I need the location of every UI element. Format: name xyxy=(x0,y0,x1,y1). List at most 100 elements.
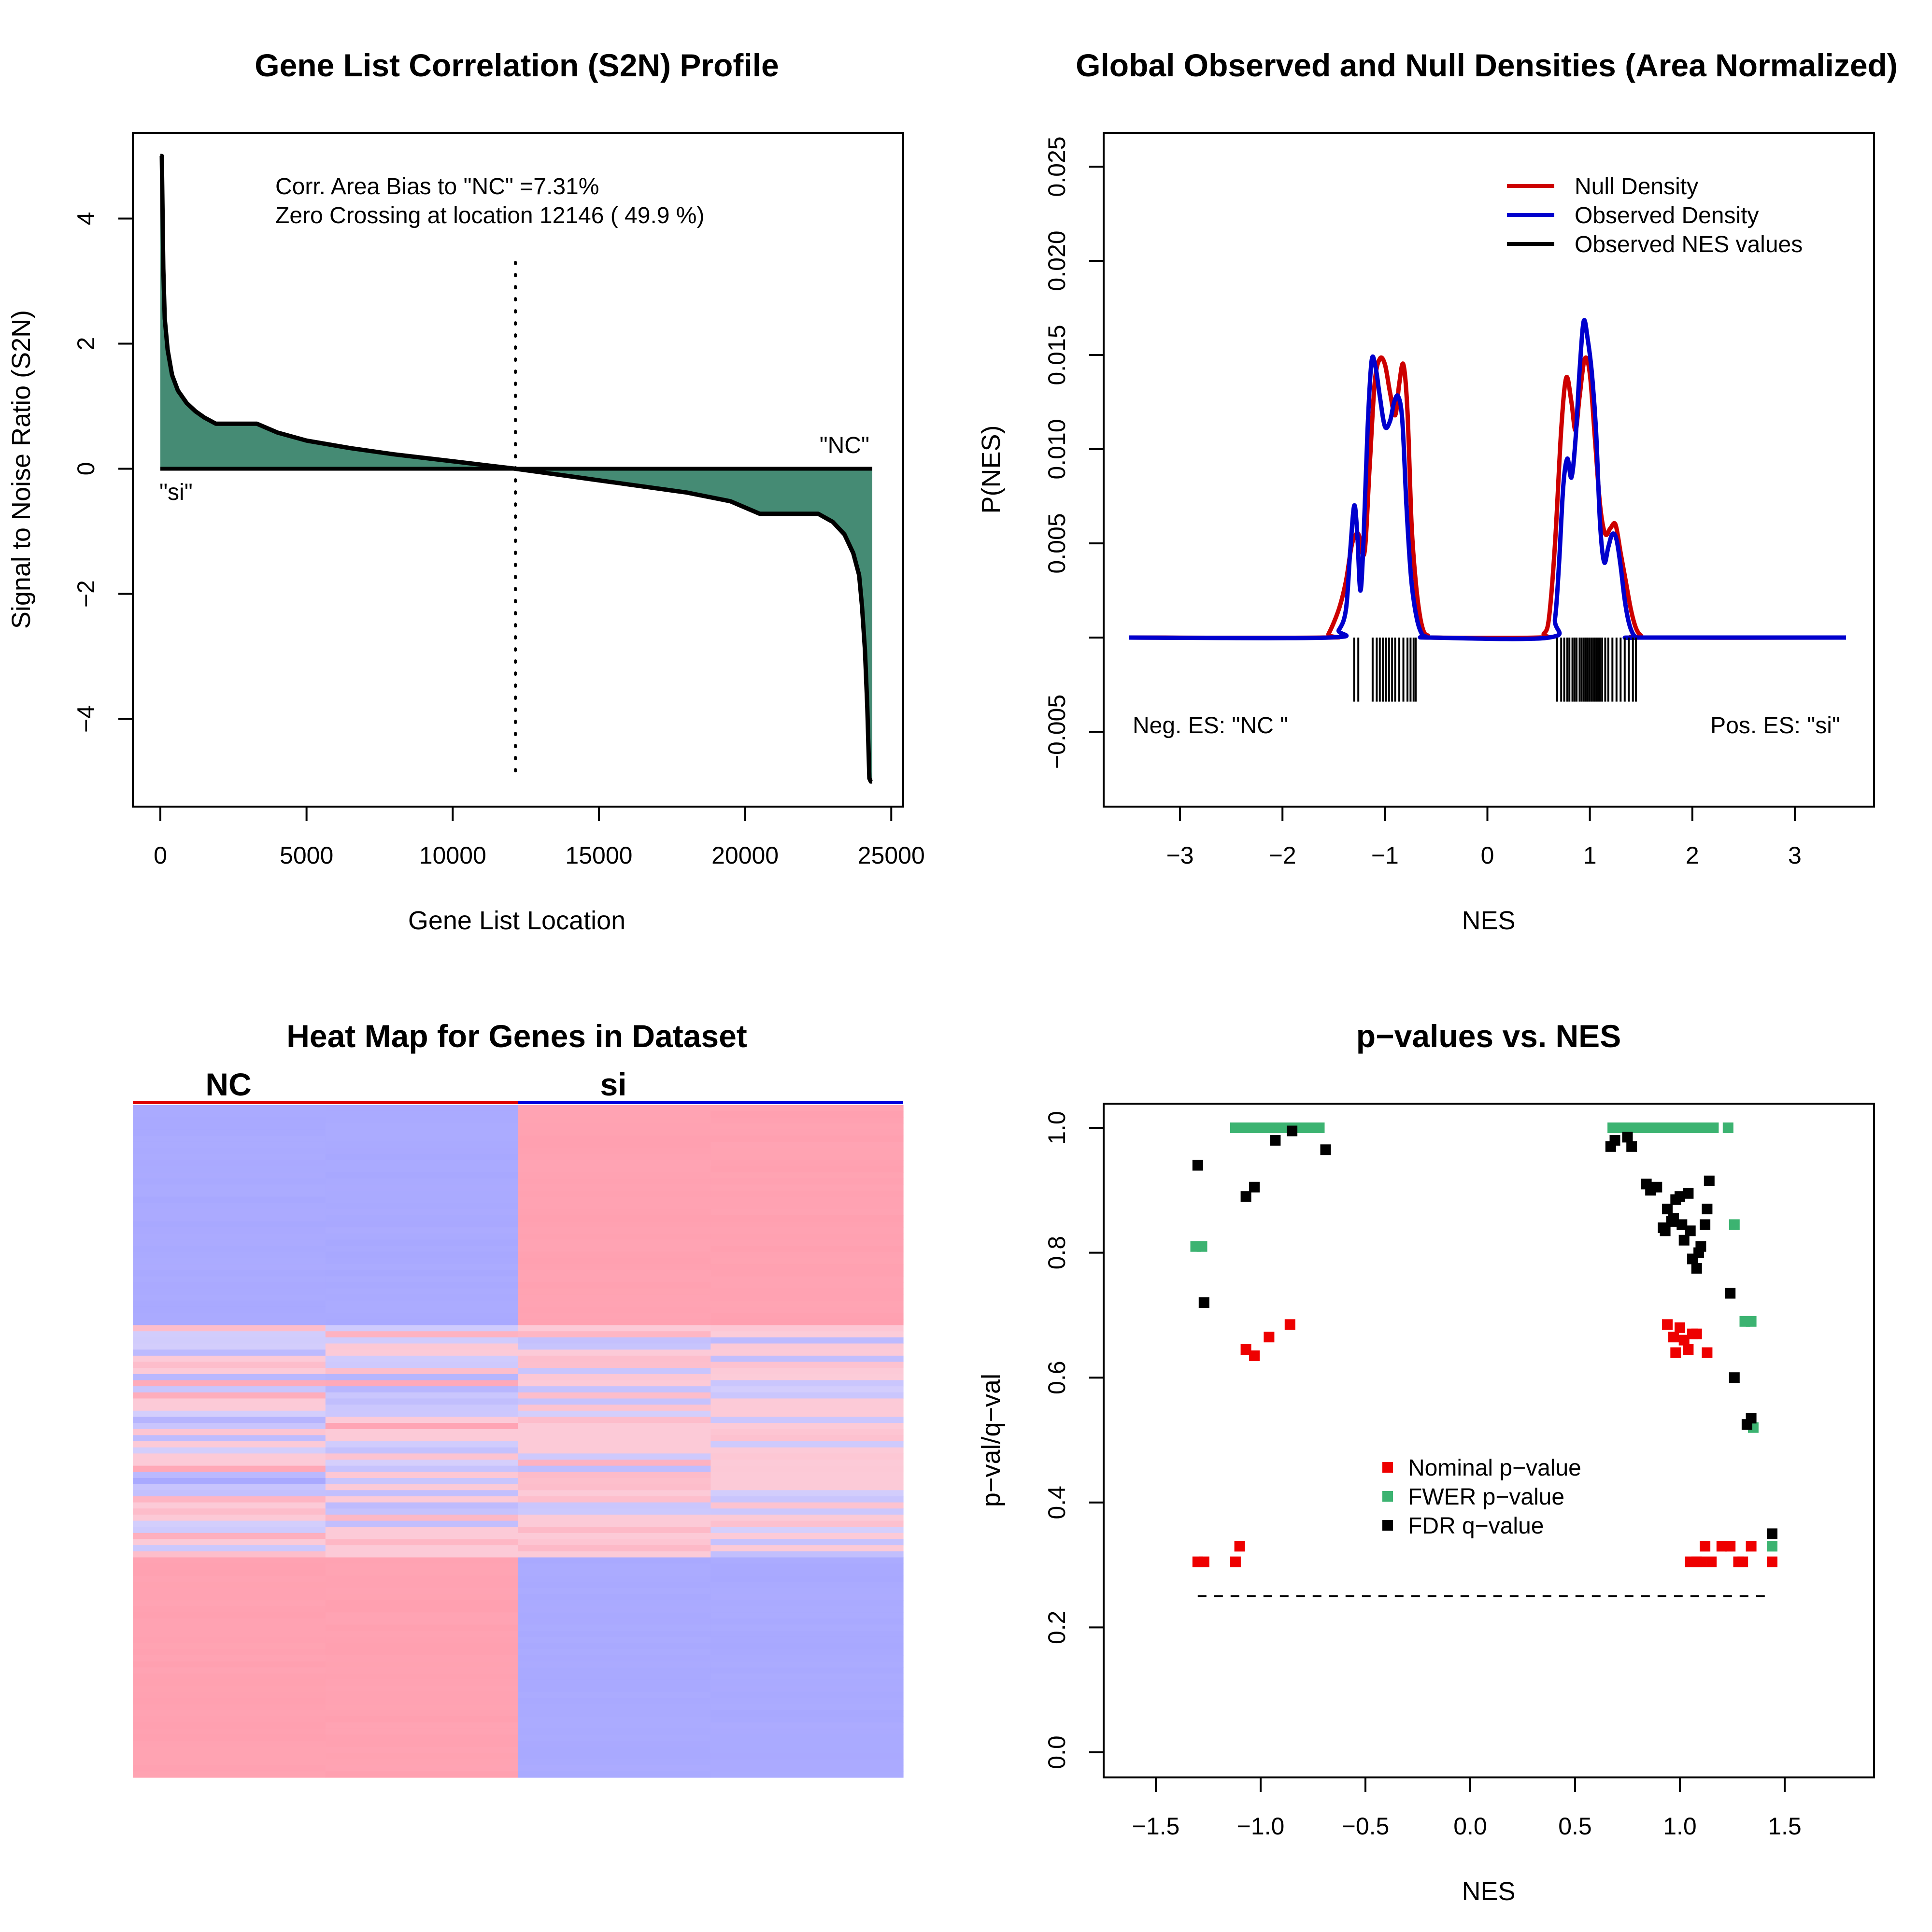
heatmap-cell xyxy=(518,1337,711,1344)
legend-label-fdr: FDR q−value xyxy=(1408,1513,1544,1539)
heatmap-cell xyxy=(710,1734,904,1741)
heatmap-cell xyxy=(325,1288,519,1295)
heatmap-cell xyxy=(710,1704,904,1711)
heatmap-cell xyxy=(133,1380,326,1387)
pvalue-plot-frame xyxy=(1103,1103,1875,1778)
fwer-pvalue-point xyxy=(1196,1241,1208,1252)
fwer-pvalue-point xyxy=(1708,1122,1719,1133)
heatmap-cell xyxy=(518,1472,711,1478)
heatmap-cell xyxy=(518,1417,711,1423)
heatmap-cell xyxy=(133,1178,326,1185)
heatmap-cell xyxy=(518,1771,711,1778)
fdr-qvalue-point xyxy=(1729,1372,1740,1383)
heatmap-cell xyxy=(710,1313,904,1320)
heatmap-cell xyxy=(133,1313,326,1320)
heatmap-cell xyxy=(518,1307,711,1313)
heatmap-cell xyxy=(325,1166,519,1173)
heatmap-cell xyxy=(133,1288,326,1295)
heatmap-cell xyxy=(518,1405,711,1411)
heatmap-cell xyxy=(133,1472,326,1478)
heatmap-cell xyxy=(325,1148,519,1154)
heatmap-cell xyxy=(133,1374,326,1381)
heatmap-cell xyxy=(133,1239,326,1246)
heatmap-cell xyxy=(710,1582,904,1589)
heatmap-cell xyxy=(133,1465,326,1472)
heatmap-cell xyxy=(325,1386,519,1393)
nominal-pvalue-point xyxy=(1284,1319,1295,1330)
heatmap-cell xyxy=(518,1350,711,1356)
nominal-pvalue-point xyxy=(1691,1328,1702,1339)
fdr-qvalue-point xyxy=(1198,1297,1209,1308)
heatmap-cell xyxy=(710,1264,904,1271)
heatmap-cell xyxy=(518,1355,711,1363)
heatmap-cell xyxy=(710,1649,904,1656)
heatmap-cell xyxy=(710,1527,904,1534)
heatmap-cell xyxy=(710,1398,904,1405)
heatmap-cell xyxy=(325,1520,519,1527)
fwer-pvalue-point xyxy=(1616,1122,1627,1133)
heatmap-cell xyxy=(518,1282,711,1289)
heatmap-cell xyxy=(710,1105,904,1112)
heatmap-cell xyxy=(133,1588,326,1594)
heatmap-cell xyxy=(133,1111,326,1118)
heatmap-cell xyxy=(710,1600,904,1607)
heatmap-cell xyxy=(133,1624,326,1631)
heatmap-cell xyxy=(518,1661,711,1668)
heatmap-cell xyxy=(518,1288,711,1295)
heatmap-cell xyxy=(325,1380,519,1387)
heatmap-cell xyxy=(518,1221,711,1228)
heatmap-cell xyxy=(325,1698,519,1705)
heatmap-cell xyxy=(710,1661,904,1668)
heatmap-cell xyxy=(325,1679,519,1686)
fdr-qvalue-point xyxy=(1662,1204,1673,1215)
heatmap-cell xyxy=(710,1294,904,1301)
heatmap-cell xyxy=(133,1410,326,1417)
heatmap-cell xyxy=(518,1410,711,1417)
fwer-pvalue-point xyxy=(1722,1122,1733,1133)
heatmap-cell xyxy=(518,1435,711,1442)
heatmap-cell xyxy=(325,1264,519,1271)
heatmap-cell xyxy=(133,1502,326,1509)
heatmap-cell xyxy=(325,1533,519,1540)
heatmap-cell xyxy=(518,1563,711,1570)
heatmap-cell xyxy=(710,1191,904,1197)
heatmap-cell xyxy=(710,1215,904,1222)
pvalue-ylabel: p−val/q−val xyxy=(977,1374,1006,1507)
nominal-pvalue-point xyxy=(1249,1350,1260,1361)
heatmap-cell xyxy=(133,1563,326,1570)
legend-swatch-fwer xyxy=(1382,1491,1393,1502)
heatmap-cell xyxy=(710,1551,904,1558)
heatmap-cell xyxy=(325,1759,519,1766)
density-ytick-label: 0.015 xyxy=(1043,325,1070,385)
heatmap-cell xyxy=(710,1716,904,1723)
nominal-pvalue-point xyxy=(1240,1344,1251,1355)
heatmap-cell xyxy=(518,1392,711,1399)
density-ylabel: P(NES) xyxy=(977,425,1006,513)
heatmap-cell xyxy=(325,1753,519,1760)
heatmap-cell xyxy=(325,1624,519,1631)
heatmap-cell xyxy=(518,1582,711,1589)
heatmap-cell xyxy=(133,1741,326,1747)
heatmap-cell xyxy=(710,1362,904,1368)
heatmap-cell xyxy=(710,1178,904,1185)
heatmap-cell xyxy=(518,1209,711,1216)
heatmap-cell xyxy=(710,1331,904,1338)
heatmap-cell xyxy=(325,1545,519,1552)
heatmap-cell xyxy=(325,1300,519,1307)
nominal-pvalue-point xyxy=(1662,1319,1673,1330)
heatmap-cell xyxy=(710,1606,904,1613)
heatmap-cell xyxy=(518,1527,711,1534)
fdr-qvalue-point xyxy=(1725,1288,1736,1299)
heatmap-cell xyxy=(518,1129,711,1136)
nominal-pvalue-point xyxy=(1737,1556,1748,1567)
heatmap-cell xyxy=(325,1215,519,1222)
heatmap-cell xyxy=(710,1533,904,1540)
heatmap-cell xyxy=(133,1368,326,1375)
heatmap-cell xyxy=(518,1313,711,1320)
heatmap-cell xyxy=(518,1380,711,1387)
heatmap-cell xyxy=(325,1453,519,1460)
legend-swatch-nominal xyxy=(1382,1462,1393,1473)
heatmap-cell xyxy=(518,1178,711,1185)
heatmap-cell xyxy=(518,1429,711,1435)
heatmap-cell xyxy=(710,1636,904,1644)
